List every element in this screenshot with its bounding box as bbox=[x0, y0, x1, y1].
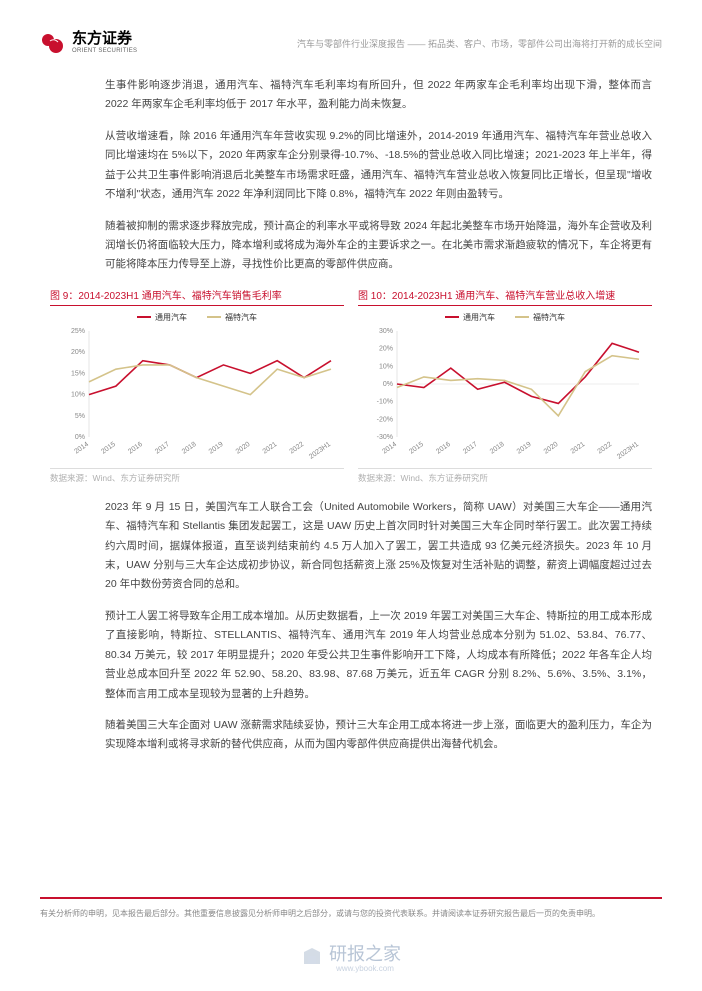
charts-row: 图 9：2014-2023H1 通用汽车、福特汽车销售毛利率 通用汽车 福特汽车… bbox=[50, 287, 652, 484]
svg-text:2019: 2019 bbox=[516, 441, 533, 456]
svg-text:2014: 2014 bbox=[381, 441, 398, 456]
svg-text:5%: 5% bbox=[75, 413, 85, 420]
legend-item: 福特汽车 bbox=[515, 312, 565, 323]
watermark-icon bbox=[301, 946, 323, 968]
header-subtitle: 汽车与零部件行业深度报告 —— 拓品类、客户、市场，零部件公司出海将打开新的成长… bbox=[297, 37, 662, 50]
svg-text:25%: 25% bbox=[71, 328, 85, 335]
svg-text:2021: 2021 bbox=[570, 441, 587, 456]
footer-divider bbox=[40, 897, 662, 899]
svg-text:2023H1: 2023H1 bbox=[616, 441, 640, 461]
paragraph-4: 2023 年 9 月 15 日，美国汽车工人联合工会（United Automo… bbox=[105, 498, 652, 595]
chart-left-legend: 通用汽车 福特汽车 bbox=[50, 312, 344, 323]
legend-item: 通用汽车 bbox=[137, 312, 187, 323]
svg-text:2014: 2014 bbox=[73, 441, 90, 456]
svg-text:2016: 2016 bbox=[435, 441, 452, 456]
svg-text:20%: 20% bbox=[379, 345, 393, 352]
logo-cn: 东方证券 bbox=[72, 31, 137, 48]
legend-label: 福特汽车 bbox=[225, 312, 257, 323]
logo-text: 东方证券 ORIENT SECURITIES bbox=[72, 31, 137, 54]
svg-text:2017: 2017 bbox=[462, 441, 479, 456]
chart-right-legend: 通用汽车 福特汽车 bbox=[358, 312, 652, 323]
paragraph-5: 预计工人罢工将导致车企用工成本增加。从历史数据看，上一次 2019 年罢工对美国… bbox=[105, 607, 652, 704]
legend-item: 通用汽车 bbox=[445, 312, 495, 323]
logo-en: ORIENT SECURITIES bbox=[72, 48, 137, 55]
svg-text:15%: 15% bbox=[71, 370, 85, 377]
chart-right-box: 图 10：2014-2023H1 通用汽车、福特汽车营业总收入增速 通用汽车 福… bbox=[358, 287, 652, 484]
legend-label: 福特汽车 bbox=[533, 312, 565, 323]
chart-left-svg: 0% 5% 10% 15% 20% 25% 2014 2015 2016 2017 2018 2019… bbox=[50, 325, 344, 465]
watermark: 研报之家 www.ybook.com bbox=[0, 940, 702, 973]
chart-left-source: 数据来源：Wind、东方证券研究所 bbox=[50, 468, 344, 484]
chart-right-source: 数据来源：Wind、东方证券研究所 bbox=[358, 468, 652, 484]
svg-text:-20%: -20% bbox=[377, 416, 393, 423]
paragraph-1: 生事件影响逐步消退，通用汽车、福特汽车毛利率均有所回升，但 2022 年两家车企… bbox=[105, 76, 652, 115]
legend-item: 福特汽车 bbox=[207, 312, 257, 323]
svg-text:2018: 2018 bbox=[489, 441, 506, 456]
svg-text:20%: 20% bbox=[71, 349, 85, 356]
svg-text:0%: 0% bbox=[75, 434, 85, 441]
paragraph-6: 随着美国三大车企面对 UAW 涨薪需求陆续妥协，预计三大车企用工成本将进一步上涨… bbox=[105, 716, 652, 755]
svg-text:2018: 2018 bbox=[181, 441, 198, 456]
paragraph-2: 从营收增速看，除 2016 年通用汽车年营收实现 9.2%的同比增速外，2014… bbox=[105, 127, 652, 205]
svg-text:10%: 10% bbox=[379, 363, 393, 370]
body-content: 生事件影响逐步消退，通用汽车、福特汽车毛利率均有所回升，但 2022 年两家车企… bbox=[0, 66, 702, 275]
legend-swatch-icon bbox=[137, 316, 151, 318]
legend-label: 通用汽车 bbox=[155, 312, 187, 323]
chart-left-title: 图 9：2014-2023H1 通用汽车、福特汽车销售毛利率 bbox=[50, 287, 344, 306]
svg-text:2015: 2015 bbox=[100, 441, 117, 456]
svg-text:30%: 30% bbox=[379, 328, 393, 335]
chart-right-title: 图 10：2014-2023H1 通用汽车、福特汽车营业总收入增速 bbox=[358, 287, 652, 306]
svg-text:2020: 2020 bbox=[543, 441, 560, 456]
svg-text:0%: 0% bbox=[383, 381, 393, 388]
chart-right-svg: -30% -20% -10% 0% 10% 20% 30% 2014 2015 2016 2017 2… bbox=[358, 325, 652, 465]
logo-block: 东方证券 ORIENT SECURITIES bbox=[40, 30, 137, 56]
svg-text:-10%: -10% bbox=[377, 398, 393, 405]
body-content-2: 2023 年 9 月 15 日，美国汽车工人联合工会（United Automo… bbox=[0, 488, 702, 755]
svg-text:2023H1: 2023H1 bbox=[308, 441, 332, 461]
svg-text:10%: 10% bbox=[71, 391, 85, 398]
svg-text:2022: 2022 bbox=[288, 441, 305, 456]
watermark-url: www.ybook.com bbox=[329, 964, 401, 973]
svg-text:2019: 2019 bbox=[208, 441, 225, 456]
svg-text:2022: 2022 bbox=[596, 441, 613, 456]
svg-text:2016: 2016 bbox=[127, 441, 144, 456]
legend-swatch-icon bbox=[515, 316, 529, 318]
legend-swatch-icon bbox=[445, 316, 459, 318]
orient-logo-icon bbox=[40, 30, 66, 56]
svg-text:2020: 2020 bbox=[235, 441, 252, 456]
disclaimer-text: 有关分析师的申明，见本报告最后部分。其他重要信息披露见分析师申明之后部分，或请与… bbox=[40, 908, 662, 919]
legend-label: 通用汽车 bbox=[463, 312, 495, 323]
watermark-text: 研报之家 bbox=[329, 940, 401, 966]
page-header: 东方证券 ORIENT SECURITIES 汽车与零部件行业深度报告 —— 拓… bbox=[0, 0, 702, 66]
svg-text:-30%: -30% bbox=[377, 434, 393, 441]
chart-left-box: 图 9：2014-2023H1 通用汽车、福特汽车销售毛利率 通用汽车 福特汽车… bbox=[50, 287, 344, 484]
paragraph-3: 随着被抑制的需求逐步释放完成，预计高企的利率水平或将导致 2024 年起北美整车… bbox=[105, 217, 652, 275]
svg-text:2021: 2021 bbox=[262, 441, 279, 456]
svg-text:2017: 2017 bbox=[154, 441, 171, 456]
legend-swatch-icon bbox=[207, 316, 221, 318]
svg-text:2015: 2015 bbox=[408, 441, 425, 456]
